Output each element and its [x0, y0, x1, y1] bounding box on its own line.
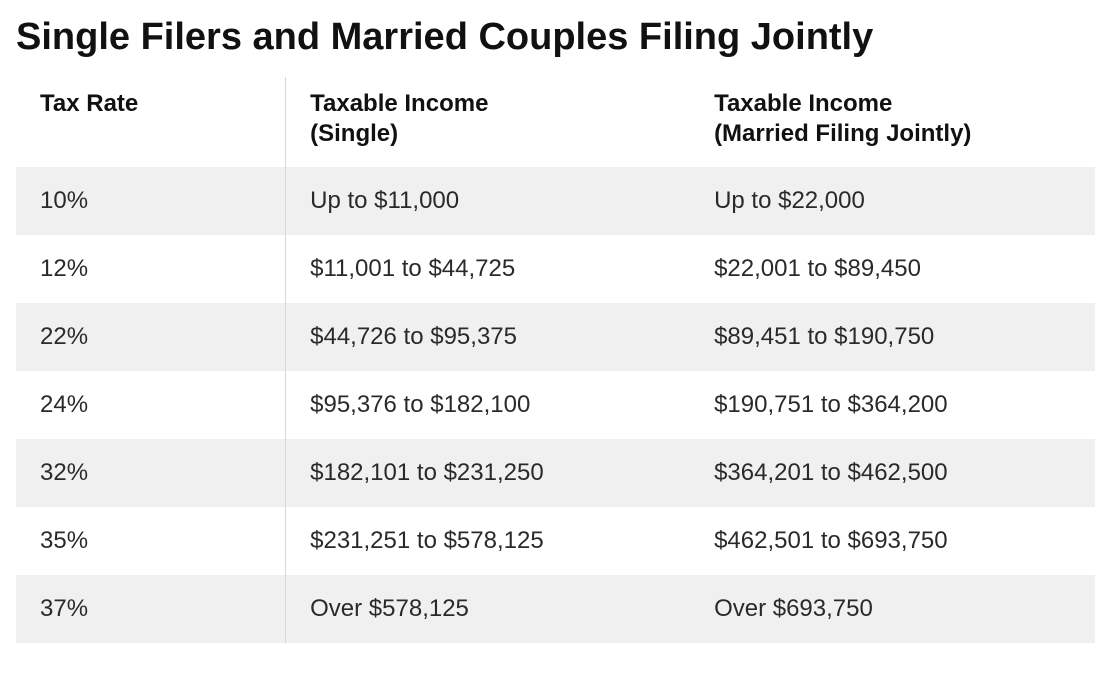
- cell-rate: 35%: [16, 507, 286, 575]
- table-row: 32% $182,101 to $231,250 $364,201 to $46…: [16, 439, 1095, 507]
- cell-married: $89,451 to $190,750: [690, 303, 1094, 371]
- cell-married: Up to $22,000: [690, 167, 1094, 235]
- column-header-single: Taxable Income(Single): [286, 77, 690, 167]
- cell-single: Up to $11,000: [286, 167, 690, 235]
- cell-rate: 37%: [16, 575, 286, 643]
- cell-married: $462,501 to $693,750: [690, 507, 1094, 575]
- table-row: 24% $95,376 to $182,100 $190,751 to $364…: [16, 371, 1095, 439]
- cell-rate: 32%: [16, 439, 286, 507]
- cell-married: Over $693,750: [690, 575, 1094, 643]
- table-row: 35% $231,251 to $578,125 $462,501 to $69…: [16, 507, 1095, 575]
- cell-married: $22,001 to $89,450: [690, 235, 1094, 303]
- cell-rate: 24%: [16, 371, 286, 439]
- cell-rate: 12%: [16, 235, 286, 303]
- column-header-married: Taxable Income(Married Filing Jointly): [690, 77, 1094, 167]
- cell-single: $182,101 to $231,250: [286, 439, 690, 507]
- table-header-row: Tax Rate Taxable Income(Single) Taxable …: [16, 77, 1095, 167]
- table-row: 10% Up to $11,000 Up to $22,000: [16, 167, 1095, 235]
- cell-single: $44,726 to $95,375: [286, 303, 690, 371]
- page-title: Single Filers and Married Couples Filing…: [16, 16, 1095, 59]
- cell-single: $231,251 to $578,125: [286, 507, 690, 575]
- table-row: 37% Over $578,125 Over $693,750: [16, 575, 1095, 643]
- cell-single: Over $578,125: [286, 575, 690, 643]
- table-row: 12% $11,001 to $44,725 $22,001 to $89,45…: [16, 235, 1095, 303]
- table-row: 22% $44,726 to $95,375 $89,451 to $190,7…: [16, 303, 1095, 371]
- cell-single: $95,376 to $182,100: [286, 371, 690, 439]
- cell-married: $364,201 to $462,500: [690, 439, 1094, 507]
- cell-single: $11,001 to $44,725: [286, 235, 690, 303]
- cell-married: $190,751 to $364,200: [690, 371, 1094, 439]
- cell-rate: 10%: [16, 167, 286, 235]
- tax-bracket-table: Tax Rate Taxable Income(Single) Taxable …: [16, 77, 1095, 643]
- cell-rate: 22%: [16, 303, 286, 371]
- column-header-rate: Tax Rate: [16, 77, 286, 167]
